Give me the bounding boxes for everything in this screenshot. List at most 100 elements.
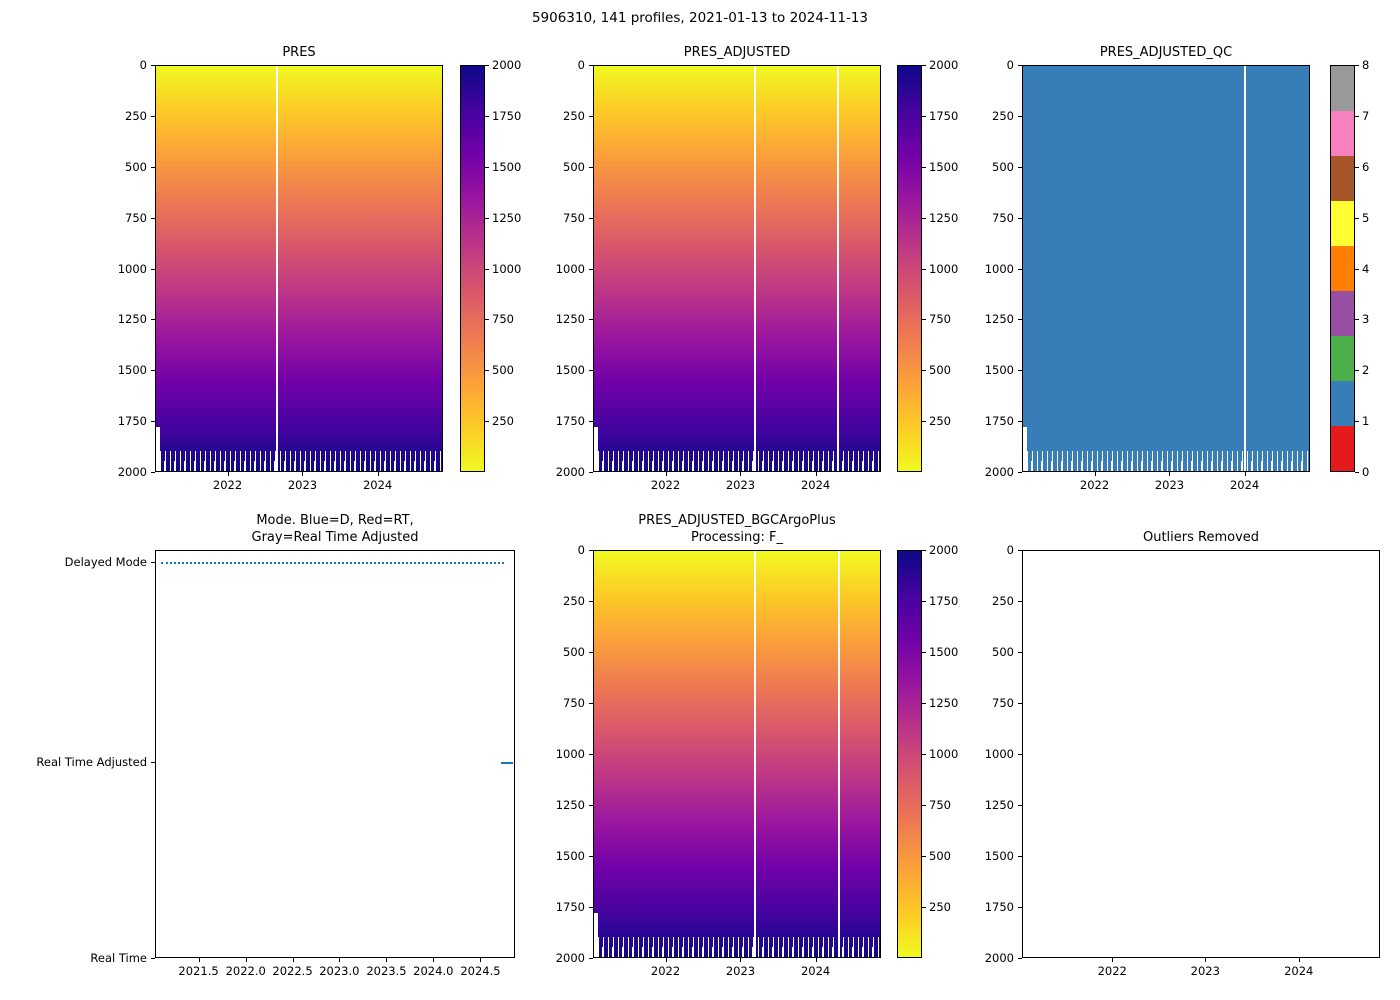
- missing-profile-gap: [836, 66, 839, 471]
- colorbar-tick-label: 1000: [492, 261, 522, 276]
- subplot-title-line: PRES: [282, 45, 316, 60]
- colorbar-tick-mark: [485, 217, 489, 219]
- colorbar-tick-label: 1750: [929, 594, 959, 608]
- colorbar-tick-label: 500: [929, 849, 951, 863]
- subplot-title-line: Mode. Blue=D, Red=RT,: [256, 513, 414, 528]
- y-tick-label: 0: [577, 58, 585, 72]
- x-tick-label: 2023.0: [319, 964, 360, 978]
- subplot-title-outliers: Outliers Removed: [1022, 529, 1380, 546]
- y-tick-label: 2000: [555, 465, 585, 479]
- y-tick-label: 250: [992, 108, 1014, 123]
- colorbar-tick-mark: [922, 550, 926, 551]
- first-profile-notch: [594, 913, 598, 957]
- y-tick-label: Real Time Adjusted: [36, 755, 147, 770]
- colorbar-tick-mark: [1355, 370, 1359, 372]
- colorbar-tick-label: 1250: [492, 210, 522, 225]
- colorbar-tick-label: 1500: [929, 159, 959, 174]
- y-tick-label: 250: [563, 108, 585, 123]
- colorbar-pres_adjusted: [897, 65, 922, 472]
- y-tick-mark: [151, 166, 155, 168]
- colorbar-tick-mark: [922, 65, 926, 66]
- y-tick-label: 1750: [984, 900, 1014, 914]
- y-tick-mark: [151, 115, 155, 117]
- y-tick-mark: [589, 472, 593, 473]
- colorbar-segment-4: [1331, 246, 1354, 291]
- y-tick-label: 750: [992, 696, 1014, 710]
- colorbar-tick-label: 2: [1362, 363, 1370, 378]
- colorbar-tick-mark: [1355, 65, 1359, 66]
- x-tick-mark: [1298, 958, 1300, 962]
- y-tick-mark: [589, 217, 593, 219]
- y-tick-label: 500: [992, 159, 1014, 174]
- colorbar-segment-1: [1331, 381, 1354, 426]
- x-tick-label: 2022.5: [272, 964, 313, 978]
- y-tick-label: 250: [992, 594, 1014, 608]
- first-profile-notch: [1023, 427, 1027, 471]
- x-tick-mark: [665, 958, 667, 962]
- y-tick-mark: [151, 319, 155, 321]
- profile-depth-comb: [156, 461, 442, 471]
- x-tick-mark: [198, 958, 200, 962]
- x-tick-mark: [245, 958, 247, 962]
- y-tick-mark: [589, 421, 593, 423]
- x-tick-label: 2023: [1154, 478, 1185, 492]
- colorbar-pres_adjusted_qc: [1330, 65, 1355, 472]
- colorbar-gradient: [461, 66, 484, 471]
- subplot-title-pres_adjusted: PRES_ADJUSTED: [593, 44, 881, 61]
- colorbar-segment-3: [1331, 291, 1354, 336]
- y-tick-mark: [151, 562, 155, 564]
- colorbar-tick-mark: [485, 115, 489, 117]
- y-tick-mark: [589, 652, 593, 653]
- colorbar-tick-label: 0: [1362, 465, 1370, 479]
- colorbar-tick-mark: [1355, 319, 1359, 321]
- y-tick-label: 1250: [984, 312, 1014, 327]
- y-tick-label: 1500: [555, 363, 585, 378]
- colorbar-tick-label: 250: [929, 414, 951, 429]
- x-tick-label: 2023: [287, 478, 318, 492]
- x-tick-label: 2024.0: [413, 964, 454, 978]
- x-tick-label: 2024.5: [460, 964, 501, 978]
- y-tick-mark: [589, 805, 593, 806]
- y-tick-mark: [1018, 856, 1022, 857]
- x-tick-label: 2024: [1284, 964, 1314, 978]
- y-tick-label: 1750: [555, 414, 585, 429]
- subplot-title-pres: PRES: [155, 44, 443, 61]
- heatmap-fill: [156, 66, 442, 471]
- y-tick-label: 750: [563, 210, 585, 225]
- y-tick-mark: [589, 65, 593, 66]
- colorbar-tick-mark: [922, 319, 926, 321]
- y-tick-label: 1500: [555, 849, 585, 863]
- colorbar-segment-2: [1331, 335, 1354, 381]
- delayed-mode-line: [161, 562, 505, 565]
- colorbar-tick-mark: [922, 652, 926, 653]
- subplot-title-pres_adjusted_qc: PRES_ADJUSTED_QC: [1022, 44, 1310, 61]
- y-tick-label: 1000: [117, 261, 147, 276]
- colorbar-tick-label: 2000: [929, 58, 959, 72]
- colorbar-segment-5: [1331, 200, 1354, 246]
- x-tick-mark: [665, 472, 667, 476]
- x-tick-mark: [740, 958, 742, 962]
- y-tick-label: 500: [563, 159, 585, 174]
- colorbar-tick-mark: [1355, 421, 1359, 423]
- colorbar-tick-label: 750: [492, 312, 514, 327]
- y-tick-label: 0: [577, 543, 585, 557]
- y-tick-mark: [1018, 115, 1022, 117]
- subplot-title-line: PRES_ADJUSTED_BGCArgoPlus: [638, 513, 836, 528]
- y-tick-label: 0: [139, 58, 147, 72]
- colorbar-tick-mark: [922, 703, 926, 704]
- y-tick-label: 1250: [117, 312, 147, 327]
- y-tick-mark: [1018, 472, 1022, 473]
- colorbar-tick-label: 750: [929, 312, 951, 327]
- subplot-title-line: Gray=Real Time Adjusted: [251, 530, 419, 545]
- colorbar-tick-label: 3: [1362, 312, 1370, 327]
- y-tick-mark: [1018, 268, 1022, 270]
- colorbar-gradient: [898, 66, 921, 471]
- subplot-title-mode: Mode. Blue=D, Red=RT, Gray=Real Time Adju…: [155, 512, 515, 546]
- y-tick-label: 1750: [984, 414, 1014, 429]
- x-tick-label: 2021.5: [178, 964, 219, 978]
- y-tick-mark: [1018, 958, 1022, 959]
- colorbar-pres: [460, 65, 485, 472]
- missing-profile-gap: [837, 551, 840, 957]
- colorbar-tick-label: 4: [1362, 261, 1370, 276]
- y-tick-mark: [589, 268, 593, 270]
